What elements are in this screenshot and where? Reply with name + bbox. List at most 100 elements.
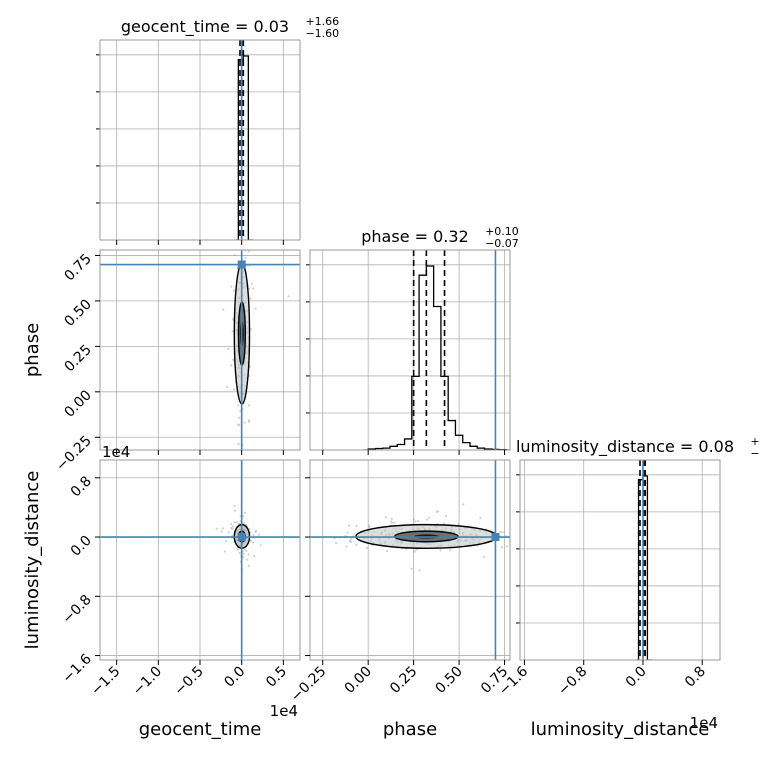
tick-label-x-phase-1: 0.00 — [342, 664, 375, 697]
sample-point — [237, 404, 240, 407]
xlabel-geocent-time: geocent_time — [139, 719, 262, 740]
panel-phase-luminosity_distance — [264, 460, 564, 660]
sample-point — [252, 533, 255, 537]
hist-panel-phase — [310, 250, 510, 450]
sample-point — [245, 549, 248, 552]
panel-title-luminosity_distance: luminosity_distance = 0.08 — [516, 437, 734, 457]
sample-point — [368, 525, 371, 528]
sample-point — [349, 540, 353, 544]
sample-point — [462, 503, 465, 506]
sample-point — [349, 538, 353, 541]
sample-point — [544, 541, 546, 543]
sample-point — [237, 442, 240, 446]
tick-label-y-phase-4: 0.75 — [61, 251, 94, 284]
sample-point — [257, 533, 261, 536]
sample-point — [390, 517, 393, 520]
sample-point — [253, 555, 256, 558]
sample-point — [365, 546, 368, 550]
sample-point — [235, 521, 238, 524]
tick-label-x-geocent_time-3: 0.0 — [221, 664, 248, 691]
tick-label-x-luminosity_distance-3: 0.8 — [682, 664, 709, 691]
sample-point — [222, 308, 225, 311]
sample-point — [415, 548, 418, 551]
ylabel-luminosity-distance: luminosity_distance — [22, 471, 43, 650]
panel-phase-luminosity_distance-frame — [309, 459, 511, 661]
sample-point — [230, 462, 232, 464]
sample-point — [227, 347, 230, 350]
title-minus-luminosity_distance: −9.05 — [750, 447, 760, 460]
sample-point — [249, 328, 253, 331]
sample-point — [437, 510, 440, 513]
title-minus-geocent_time: −1.60 — [305, 27, 339, 40]
sample-point — [385, 549, 389, 553]
sample-point — [243, 548, 246, 551]
sample-point — [274, 530, 276, 532]
sample-point — [254, 530, 257, 534]
sample-point — [238, 551, 241, 554]
panel-geocent_time-phase — [100, 187, 300, 464]
sample-point — [345, 545, 348, 548]
labels: geocent_time = 0.03 +1.66−1.60 phase = 0.3… — [22, 15, 760, 740]
tick-label-x-geocent_time-4: 0.5 — [263, 664, 290, 691]
sample-point — [346, 531, 349, 534]
sample-point — [225, 385, 229, 389]
truth-marker — [237, 260, 246, 269]
sample-point — [247, 404, 251, 407]
sample-point — [355, 524, 358, 527]
sample-point — [242, 514, 245, 518]
sample-point — [264, 534, 266, 536]
sample-point — [389, 520, 393, 523]
sample-point — [233, 504, 236, 507]
sample-point — [562, 533, 564, 535]
sample-point — [259, 544, 262, 547]
truth-marker — [237, 533, 246, 542]
sample-point — [348, 539, 352, 543]
sample-point — [505, 545, 508, 548]
title-main-geocent_time: geocent_time = 0.03 — [121, 17, 289, 37]
xlabel-luminosity-distance: luminosity_distance — [531, 719, 710, 740]
title-minus-phase: −0.07 — [485, 237, 519, 250]
hist-panel-luminosity_distance — [520, 460, 720, 660]
panels — [95, 39, 721, 665]
sample-point — [250, 282, 253, 285]
sample-point — [243, 511, 246, 514]
sample-point — [287, 295, 290, 298]
sample-point — [479, 516, 482, 520]
offset-label-geocent-time: 1e4 — [270, 702, 298, 720]
sample-point — [414, 520, 417, 523]
sample-point — [232, 289, 235, 292]
sample-point — [368, 524, 371, 527]
sample-point — [229, 364, 233, 367]
sample-point — [251, 541, 254, 544]
sample-point — [230, 526, 233, 529]
sample-point — [413, 550, 416, 553]
tick-label-y-luminosity_distance-2: 0.0 — [68, 533, 95, 560]
sample-point — [348, 524, 351, 527]
sample-point — [220, 530, 223, 533]
sample-point — [482, 556, 485, 559]
tick-label-y-phase-0: −0.25 — [53, 433, 95, 475]
sample-point — [238, 416, 241, 419]
sample-point — [384, 516, 387, 519]
sample-point — [355, 543, 358, 546]
truth-marker — [491, 533, 500, 542]
sample-point — [439, 549, 442, 552]
sample-point — [244, 256, 247, 259]
tick-label-y-phase-1: 0.00 — [61, 387, 94, 420]
sample-point — [245, 187, 247, 189]
sample-point — [233, 509, 237, 512]
tick-label-x-geocent_time-0: −1.5 — [88, 664, 123, 699]
sample-point — [227, 531, 230, 534]
sample-point — [526, 529, 528, 531]
sample-point — [231, 525, 235, 528]
tick-label-x-geocent_time-1: −1.0 — [130, 664, 165, 699]
sample-point — [448, 549, 452, 552]
sample-point — [242, 556, 245, 559]
sample-point — [233, 521, 236, 524]
tick-label-y-luminosity_distance-3: 0.8 — [68, 473, 95, 500]
tick-label-x-geocent_time-2: −0.5 — [171, 664, 206, 699]
sample-point — [230, 285, 233, 288]
title-main-phase: phase = 0.32 — [361, 227, 468, 246]
sample-point — [233, 253, 236, 257]
